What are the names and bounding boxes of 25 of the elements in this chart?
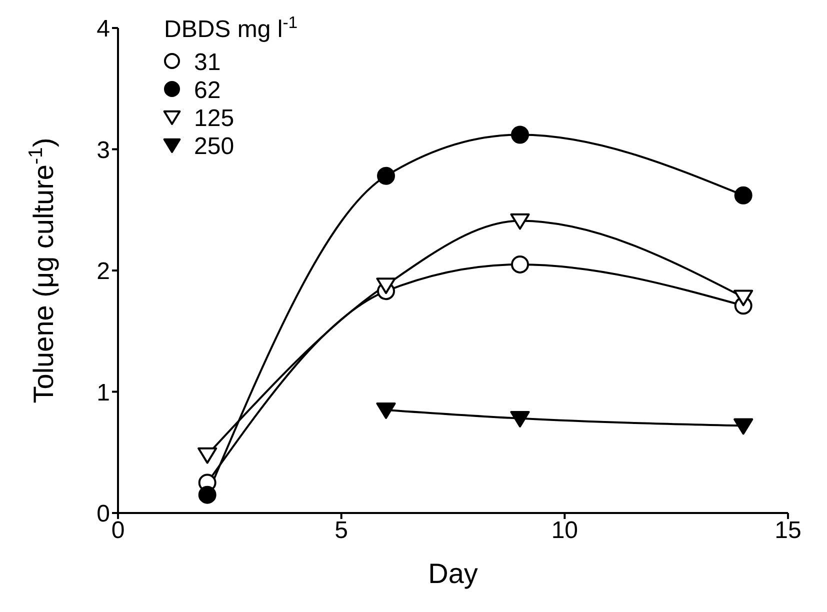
point — [734, 290, 754, 306]
point — [511, 255, 529, 274]
x-tick-label: 10 — [551, 517, 578, 544]
x-tick-label: 5 — [334, 517, 348, 544]
legend-label: 31 — [194, 49, 221, 76]
legend-label: 250 — [194, 133, 234, 160]
x-axis-title: Day — [428, 558, 478, 589]
legend-label: 125 — [194, 105, 234, 132]
x-tick-label: 15 — [774, 517, 802, 544]
point — [734, 418, 754, 435]
point — [511, 126, 529, 144]
legend-title: DBDS mg l$^{-1}$ — [164, 12, 298, 43]
y-tick-label: 4 — [96, 16, 110, 43]
point — [377, 166, 395, 185]
legend-label: 62 — [194, 77, 221, 104]
point — [510, 411, 530, 428]
y-tick-label: 1 — [96, 379, 110, 406]
point — [198, 486, 216, 504]
point — [376, 402, 396, 419]
point — [376, 278, 396, 294]
y-tick-label: 2 — [96, 258, 110, 286]
point — [510, 213, 530, 230]
y-tick-label: 3 — [96, 136, 110, 164]
point — [734, 186, 752, 204]
point — [198, 447, 218, 464]
